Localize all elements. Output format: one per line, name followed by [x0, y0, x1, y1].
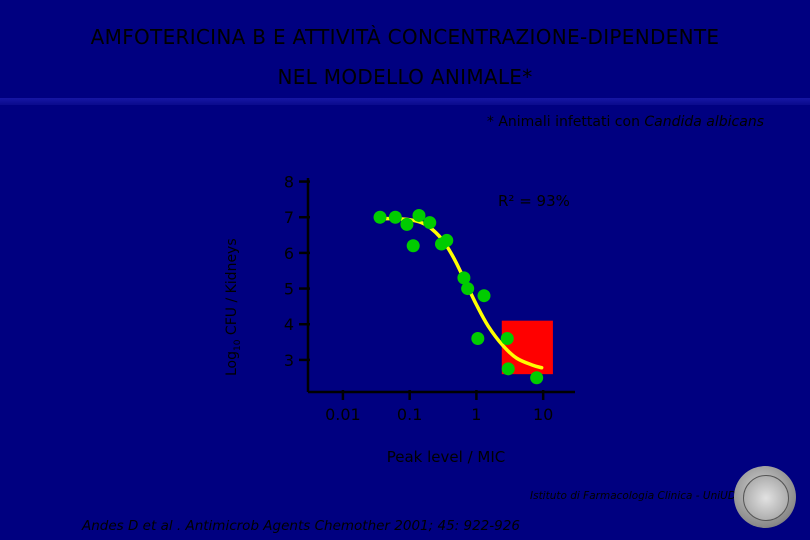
y-tick-label: 3 — [284, 351, 294, 370]
data-point — [406, 239, 420, 253]
reference-citation: Andes D et al . Antimicrob Agents Chemot… — [82, 518, 520, 534]
y-tick-label: 6 — [284, 244, 294, 263]
y-tick-label: 5 — [284, 280, 294, 299]
data-point — [461, 282, 475, 296]
data-points-layer — [373, 208, 544, 385]
data-point — [412, 208, 426, 222]
data-point — [501, 362, 515, 376]
y-axis-label: Log10 CFU / Kidneys — [224, 238, 243, 376]
data-point — [457, 271, 471, 285]
x-tick-label: 0.01 — [325, 405, 361, 424]
data-point — [388, 210, 402, 224]
reference-journal: Antimicrob Agents Chemother — [185, 518, 390, 534]
y-tick-label: 4 — [284, 315, 294, 334]
data-point — [530, 371, 544, 385]
x-tick-label: 1 — [471, 405, 481, 424]
title-divider — [0, 98, 810, 105]
data-point — [440, 233, 454, 247]
seal-center — [743, 475, 789, 521]
slide-title-line2: NEL MODELLO ANIMALE* — [277, 65, 533, 89]
y-axis-label-subscript: 10 — [233, 339, 243, 351]
x-tick-label: 10 — [533, 405, 553, 424]
footnote-organism: Candida albicans — [644, 114, 764, 130]
institute-credit: Istituto di Farmacologia Clinica - UniUD — [530, 490, 736, 502]
fit-curve-layer — [378, 216, 544, 370]
y-axis-label-base: Log — [224, 351, 240, 376]
data-point — [423, 216, 437, 230]
data-point — [500, 332, 514, 345]
data-point — [471, 332, 485, 345]
reference-details: 2001; 45: 922-926 — [390, 518, 520, 534]
footnote-prefix: * Animali infettati con — [486, 114, 645, 130]
y-axis-label-rest: CFU / Kidneys — [224, 238, 240, 339]
y-tick-label: 8 — [284, 173, 294, 192]
slide-title-line1: AMFOTERICINA B E ATTIVITÀ CONCENTRAZIONE… — [90, 25, 720, 49]
x-tick-label: 0.1 — [397, 405, 422, 424]
fit-curve — [378, 216, 544, 370]
y-tick-label: 7 — [284, 208, 294, 227]
axis-ticks: 3 4 5 6 7 8 0.01 0.1 1 10 — [284, 173, 554, 424]
data-point — [373, 210, 387, 224]
data-point — [400, 217, 414, 231]
reference-authors: Andes D et al . — [82, 518, 186, 534]
data-point — [477, 289, 491, 303]
r-squared-annotation: R² = 93% — [498, 192, 570, 210]
footnote-infection: * Animali infettati con Candida albicans — [487, 114, 764, 130]
x-axis-label: Peak level / MIC — [387, 448, 505, 466]
university-seal-icon — [734, 466, 796, 528]
axes — [306, 178, 575, 394]
